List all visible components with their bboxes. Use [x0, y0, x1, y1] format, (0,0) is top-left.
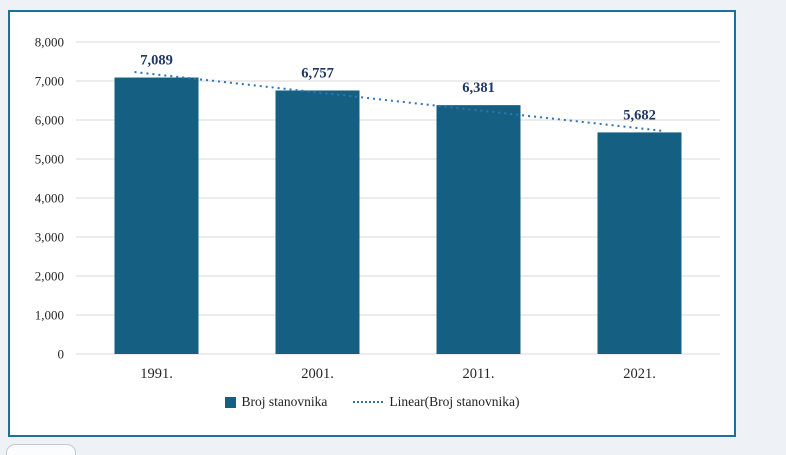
- bar: [114, 77, 199, 355]
- y-tick-label: 5,000: [35, 152, 64, 167]
- partial-button[interactable]: [6, 444, 76, 455]
- y-tick-label: 0: [58, 347, 65, 362]
- chart-container: 0 1,000 2,000 3,000 4,000 5,000 6,000 7,000 8,00…: [8, 10, 736, 437]
- y-tick-label: 2,000: [35, 269, 64, 284]
- chart-plot-area: 0 1,000 2,000 3,000 4,000 5,000 6,000 7,000 8,00…: [35, 35, 720, 382]
- y-tick-label: 1,000: [35, 308, 64, 323]
- bar: [436, 105, 521, 355]
- legend-series-label: Broj stanovnika: [241, 394, 328, 409]
- trend-line: [134, 71, 662, 132]
- bar-value-label: 6,381: [462, 80, 495, 96]
- x-tick-label: 2021.: [623, 366, 656, 382]
- x-tick-label: 2001.: [301, 366, 334, 382]
- bar-value-label: 5,682: [623, 107, 656, 123]
- trend-line-icon: [353, 401, 384, 403]
- bar: [275, 90, 360, 355]
- x-tick-label: 2011.: [462, 366, 494, 382]
- bar-value-label: 7,089: [140, 53, 173, 69]
- y-tick-label: 4,000: [35, 191, 64, 206]
- legend-item-series: Broj stanovnika: [224, 394, 328, 410]
- legend-trend-label: Linear(Broj stanovnika): [389, 394, 520, 409]
- y-tick-label: 8,000: [35, 35, 64, 50]
- series-swatch-icon: [224, 396, 236, 408]
- x-tick-label: 1991.: [140, 366, 173, 382]
- legend-item-trend: Linear(Broj stanovnika): [353, 394, 519, 410]
- y-tick-label: 6,000: [35, 113, 64, 128]
- bar-value-label: 6,757: [301, 65, 334, 81]
- legend: Broj stanovnika Linear(Broj stanovnika): [10, 394, 734, 410]
- y-tick-label: 7,000: [35, 74, 64, 89]
- bar: [597, 132, 682, 354]
- y-tick-label: 3,000: [35, 230, 64, 245]
